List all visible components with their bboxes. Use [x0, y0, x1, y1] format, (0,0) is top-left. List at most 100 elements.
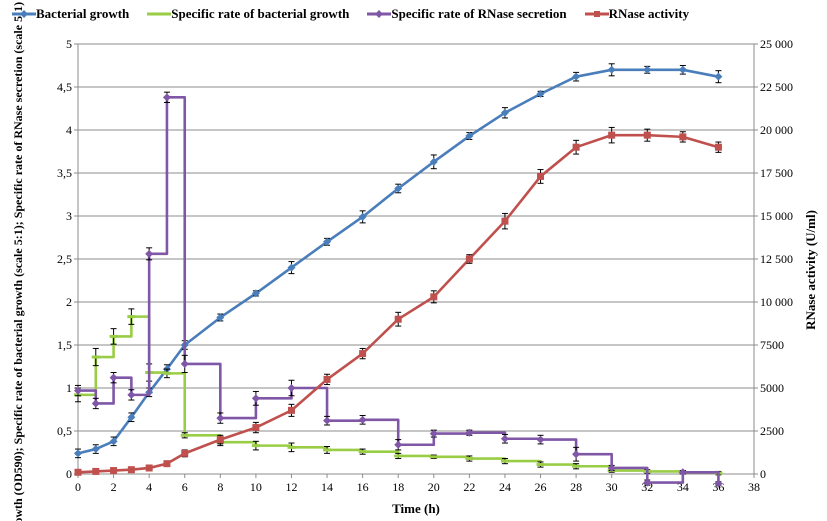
x-tick-label: 24	[499, 480, 511, 494]
x-tick-label: 18	[392, 480, 404, 494]
series-specific-rate-of-rnase-secretion	[74, 91, 723, 488]
legend-marker-specific-rate-rnase	[367, 10, 392, 18]
y-tick-label-right: 7500	[760, 338, 784, 352]
data-point	[572, 72, 581, 81]
data-point	[323, 375, 331, 383]
data-point	[643, 65, 652, 74]
y-axis-label-right: RNase activity (U/ml)	[803, 210, 818, 330]
y-tick-label-left: 2	[66, 295, 72, 309]
data-point	[162, 93, 171, 102]
x-tick-label: 4	[146, 480, 152, 494]
data-point	[394, 440, 403, 449]
data-point	[500, 434, 509, 443]
legend-item-bacterial-growth[interactable]: Bacterial growth	[12, 6, 129, 22]
data-point	[74, 449, 82, 458]
y-axis-label-left: Growth (OD590); Specific rate of bacteri…	[11, 2, 25, 521]
data-point	[679, 133, 687, 141]
y-tick-label-right: 20 000	[760, 123, 793, 137]
data-point	[92, 467, 100, 475]
y-tick-label-right: 12 500	[760, 252, 793, 266]
y-tick-label-right: 5000	[760, 381, 784, 395]
x-tick-label: 10	[250, 480, 262, 494]
y-tick-label-right: 17 500	[760, 166, 793, 180]
y-tick-label-left: 1,5	[57, 338, 72, 352]
data-point	[430, 293, 438, 301]
legend-item-specific-rate-growth[interactable]: Specific rate of bacterial growth	[147, 6, 349, 22]
data-point	[465, 428, 474, 437]
data-point	[323, 416, 332, 425]
x-tick-label: 22	[463, 480, 475, 494]
data-point	[163, 460, 171, 468]
series-line	[77, 68, 719, 455]
y-tick-label-right: 15 000	[760, 209, 793, 223]
data-point	[145, 249, 154, 258]
y-tick-label-left: 5	[66, 37, 72, 51]
y-tick-label-right: 2500	[760, 424, 784, 438]
series-layer	[74, 63, 723, 488]
data-point	[500, 108, 509, 117]
legend-label: Specific rate of bacterial growth	[171, 6, 350, 21]
y-tick-label-right: 0	[760, 467, 766, 481]
series-bacterial-growth	[74, 63, 723, 459]
x-tick-label: 12	[285, 480, 297, 494]
data-point	[465, 255, 473, 263]
data-point	[572, 450, 581, 459]
data-point	[127, 390, 136, 399]
data-point	[358, 415, 367, 424]
data-point	[501, 217, 509, 225]
legend-item-specific-rate-rnase[interactable]: Specific rate of RNase secretion	[367, 6, 567, 22]
data-point	[429, 157, 438, 166]
y-tick-label-right: 10 000	[760, 295, 793, 309]
y-tick-label-left: 3,5	[57, 166, 72, 180]
y-tick-label-left: 1	[66, 381, 72, 395]
data-point	[251, 289, 260, 298]
data-point	[394, 184, 403, 193]
data-point	[181, 449, 189, 457]
y-tick-label-left: 0,5	[57, 424, 72, 438]
data-point	[216, 436, 224, 444]
x-tick-label: 0	[75, 480, 81, 494]
data-point	[74, 468, 82, 476]
y-tick-label-left: 0	[66, 467, 72, 481]
legend-label: Bacterial growth	[36, 6, 130, 21]
legend-label: Specific rate of RNase secretion	[391, 6, 567, 21]
data-point	[714, 479, 723, 488]
legend-marker-bacterial-growth	[12, 10, 36, 18]
data-point	[429, 429, 438, 438]
data-point	[536, 435, 545, 444]
legend-item-rnase-activity[interactable]: RNase activity	[584, 6, 690, 22]
data-point	[216, 414, 225, 423]
legend-label: RNase activity	[608, 6, 690, 21]
y-tick-label-left: 2,5	[57, 252, 72, 266]
y-tick-label-left: 4,5	[57, 80, 72, 94]
data-point	[465, 132, 474, 141]
legend-marker-specific-rate-growth	[147, 12, 172, 16]
data-point	[252, 424, 260, 432]
series-line	[77, 133, 719, 474]
x-tick-label: 28	[570, 480, 582, 494]
x-axis-label: Time (h)	[392, 501, 440, 516]
data-point	[607, 65, 616, 74]
data-point	[607, 463, 616, 472]
data-point	[251, 394, 260, 403]
data-point	[91, 445, 100, 454]
x-tick-label: 14	[321, 480, 333, 494]
x-tick-label: 30	[606, 480, 618, 494]
data-point	[537, 172, 545, 180]
x-tick-label: 38	[748, 480, 760, 494]
data-point	[714, 143, 722, 151]
data-point	[608, 131, 616, 139]
x-tick-label: 6	[182, 480, 188, 494]
data-point	[287, 384, 296, 392]
data-point	[127, 466, 135, 474]
data-point	[572, 143, 580, 151]
data-point	[74, 386, 82, 395]
data-point	[109, 373, 118, 382]
data-point	[287, 406, 295, 414]
x-tick-label: 20	[428, 480, 440, 494]
data-point	[678, 468, 687, 477]
data-point	[394, 315, 402, 323]
data-point	[287, 263, 296, 272]
